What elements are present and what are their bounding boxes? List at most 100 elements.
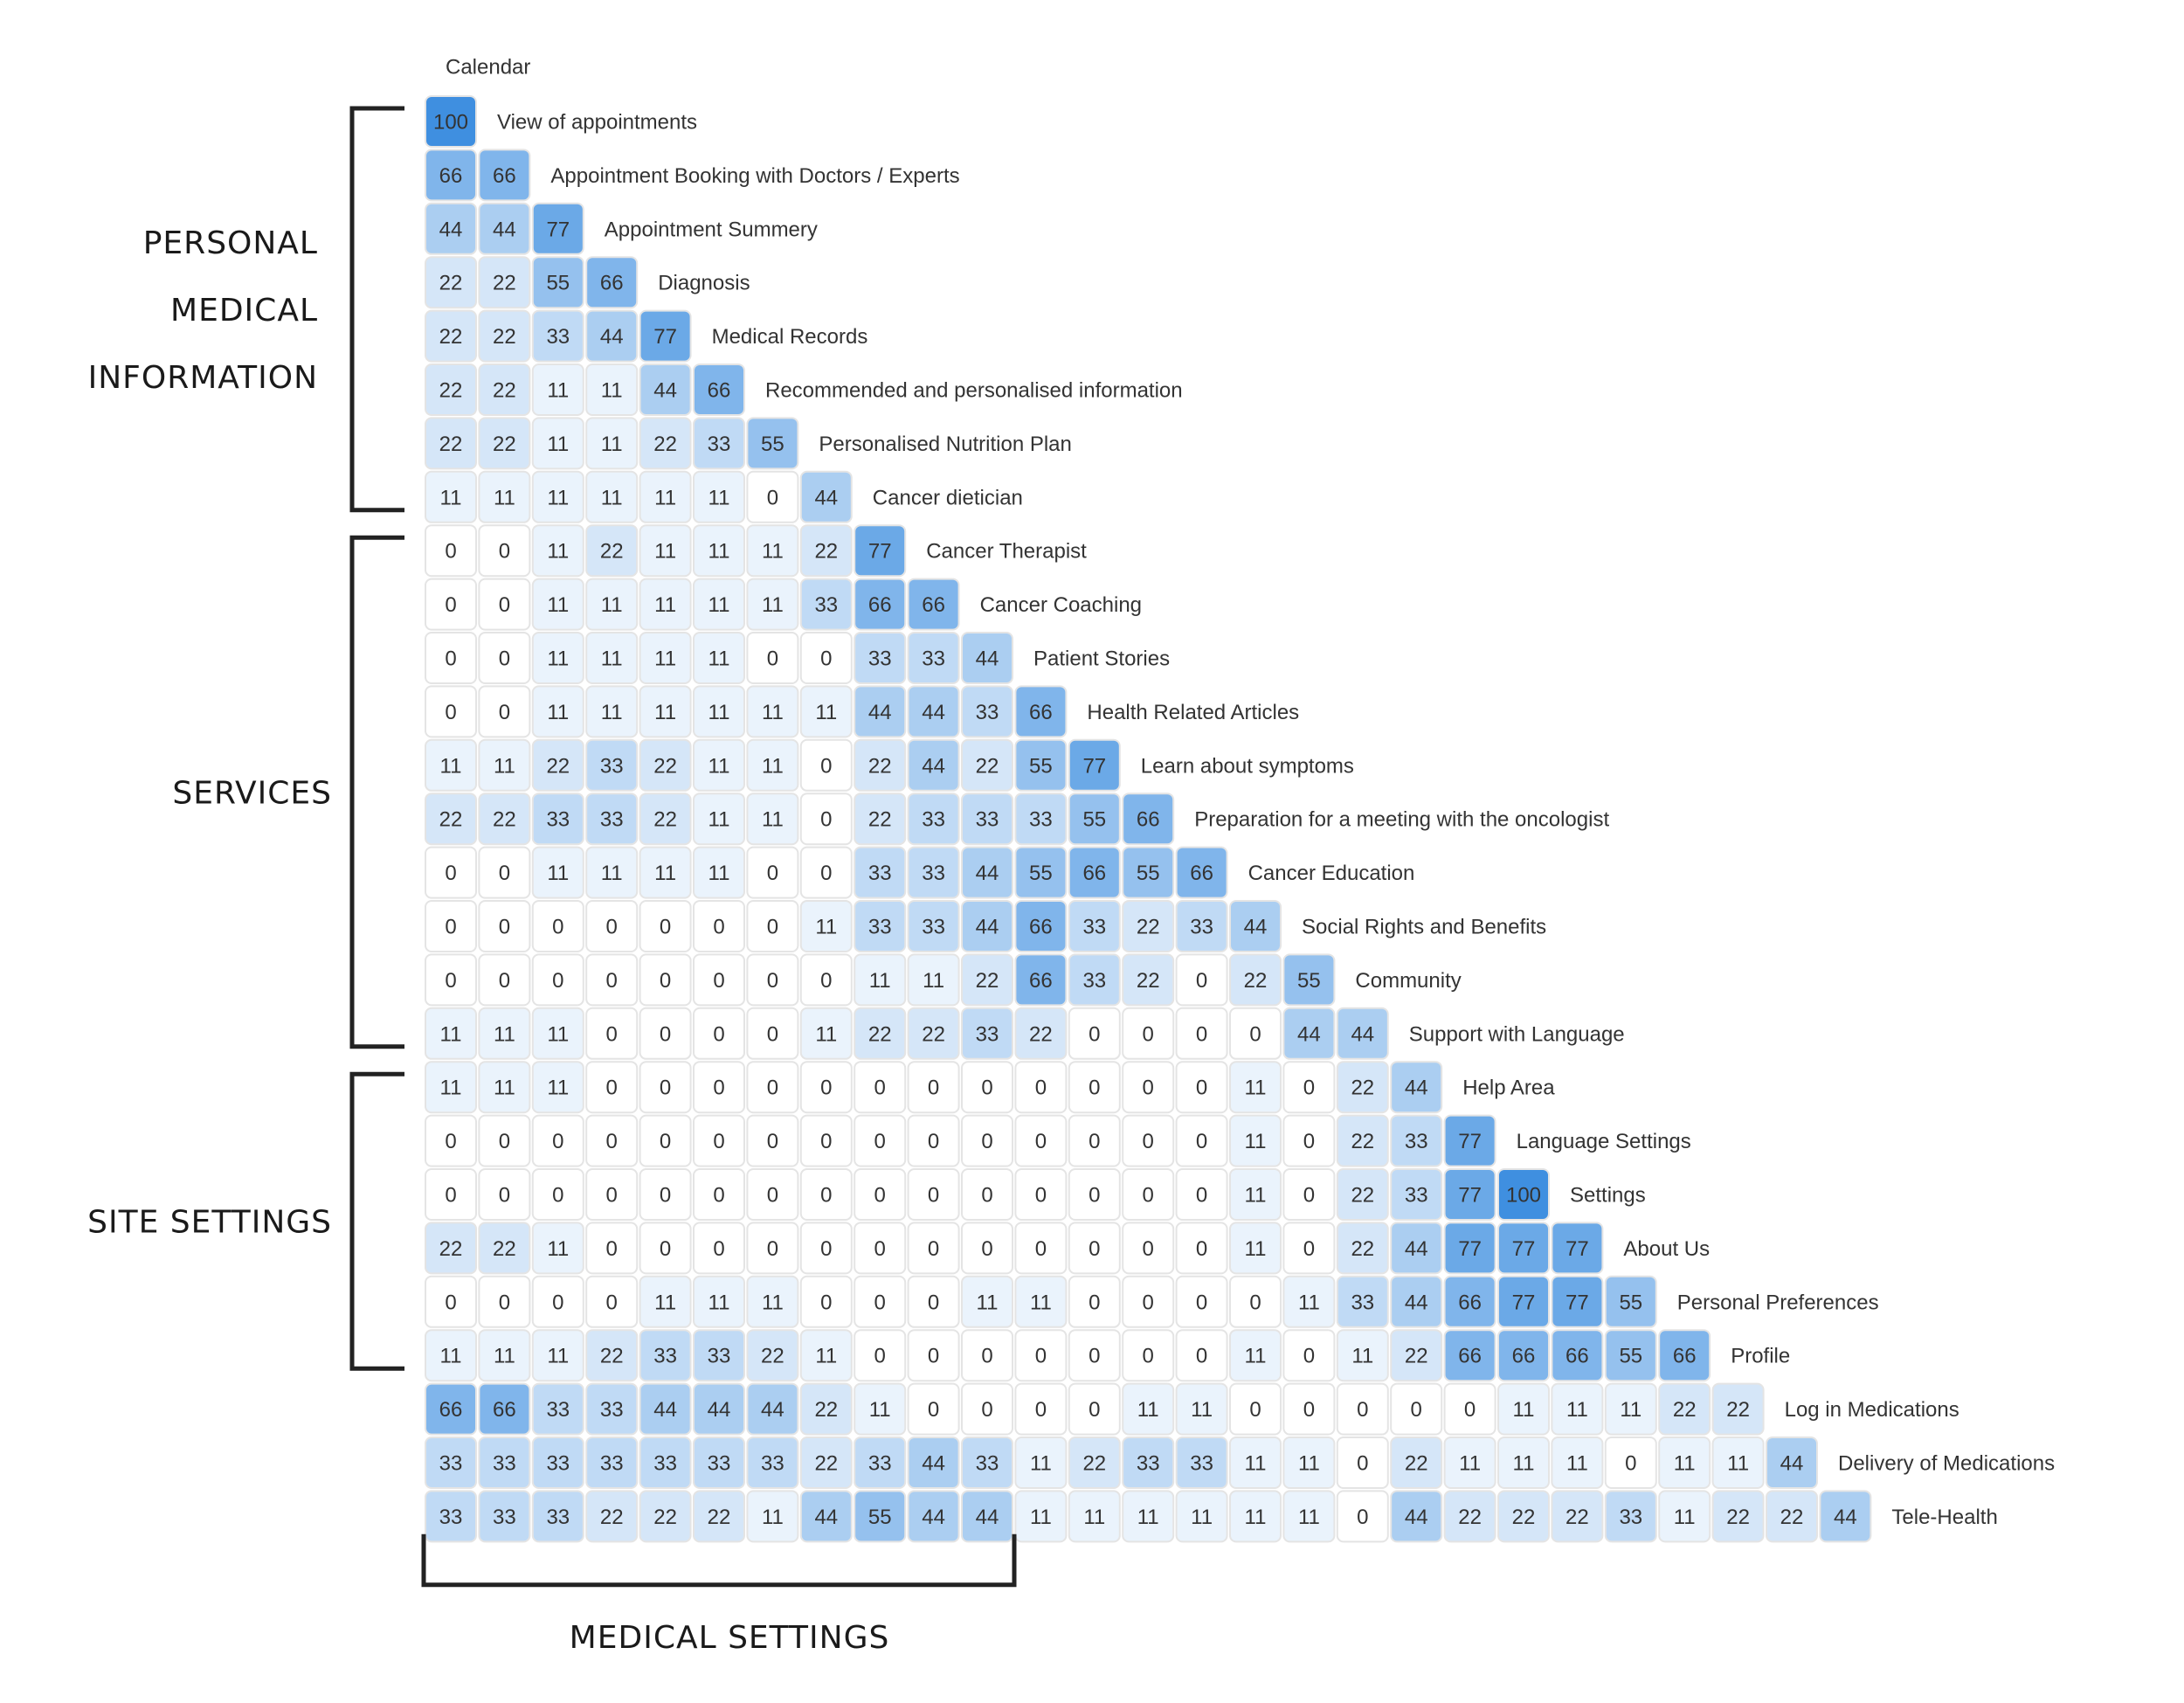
heatmap-cell: 22 [1390,1329,1443,1382]
heatmap-cell: 0 [478,578,531,631]
heatmap-cell-value: 11 [654,862,676,885]
heatmap-cell: 44 [1390,1490,1443,1543]
heatmap-cell-rect [961,1114,1013,1167]
heatmap-cell-value: 44 [1405,1506,1428,1529]
heatmap-cell-rect [746,632,799,684]
heatmap-cell-rect [854,738,907,792]
heatmap-cell: 11 [585,632,639,684]
heatmap-cell: 11 [425,470,477,523]
heatmap-cell-value: 33 [976,1452,999,1476]
heatmap-cell-value: 11 [1191,1398,1213,1422]
heatmap-cell-rect [693,1329,745,1382]
heatmap-cell: 0 [425,1275,477,1328]
heatmap-cell-rect [425,738,477,792]
row-label: Language Settings [1517,1130,1691,1153]
heatmap-cell-value: 0 [820,647,832,671]
heatmap-cell-value: 55 [1297,969,1321,993]
heatmap-cell-value: 77 [868,540,892,564]
heatmap-cell: 0 [478,953,531,1007]
heatmap-cell: 33 [585,1436,639,1489]
heatmap-cell-value: 0 [606,1130,618,1153]
heatmap-cell-value: 11 [869,1398,891,1422]
heatmap-cell-value: 0 [499,969,510,993]
heatmap-cell-value: 44 [1405,1237,1428,1261]
heatmap-cell-rect [585,1436,639,1489]
group-label: MEDICAL [170,293,318,329]
heatmap-cell: 11 [1229,1329,1282,1382]
heatmap-cell: 44 [478,202,531,255]
heatmap-cell-value: 66 [1458,1345,1482,1368]
heatmap-cell-rect [854,1436,907,1489]
heatmap-cell-value: 22 [868,1022,892,1046]
heatmap-cell-rect [1175,1490,1228,1543]
heatmap-cell-value: 0 [820,1184,832,1208]
heatmap-cell-value: 11 [815,1345,837,1368]
heatmap-cell: 11 [693,685,745,738]
heatmap-cell: 22 [693,1490,745,1543]
heatmap-cell-rect [1068,1222,1121,1275]
heatmap-cell-rect [1175,1168,1228,1221]
heatmap-cell-value: 11 [1566,1398,1588,1422]
heatmap-cell-value: 22 [493,808,516,832]
heatmap-cell-rect [478,1329,531,1382]
heatmap-cell-value: 0 [713,1130,724,1153]
heatmap-cell: 33 [854,846,907,899]
heatmap-cell-value: 22 [600,1506,624,1529]
heatmap-cell-rect [693,738,745,792]
heatmap-cell-value: 33 [439,1452,463,1476]
heatmap-cell-value: 22 [493,433,516,456]
heatmap-cell-rect [1282,953,1336,1007]
heatmap-cell-value: 0 [499,862,510,885]
heatmap-cell-value: 0 [767,1184,778,1208]
heatmap-cell-rect [1658,1382,1711,1436]
heatmap-cell-rect [1336,1222,1389,1275]
heatmap-cell-rect [1390,1168,1443,1221]
heatmap-cell-rect [1336,1275,1389,1328]
heatmap-cell: 0 [799,1222,853,1275]
heatmap-cell-value: 33 [922,916,945,939]
heatmap-cell-value: 0 [1357,1506,1368,1529]
heatmap-cell: 11 [478,1061,531,1114]
heatmap-cell: 11 [799,1329,853,1382]
heatmap-cell: 11 [1443,1436,1496,1489]
heatmap-cell-rect [1766,1436,1818,1489]
heatmap-cell-rect [531,1490,584,1543]
heatmap-cell-rect [639,470,692,523]
heatmap-cell-value: 22 [653,808,677,832]
heatmap-cell-rect [1175,900,1228,952]
heatmap-cell-rect [1711,1382,1765,1436]
heatmap-cell: 11 [639,846,692,899]
heatmap-cell-rect [478,202,531,255]
heatmap-cell-value: 11 [1566,1452,1588,1476]
heatmap-cell-value: 11 [762,754,784,778]
heatmap-cell-value: 0 [1249,1398,1261,1422]
heatmap-cell: 22 [585,1329,639,1382]
heatmap-cell: 0 [585,900,639,952]
heatmap-cell: 55 [1014,738,1068,792]
heatmap-cell: 0 [961,1168,1013,1221]
heatmap-cell-rect [639,1275,692,1328]
heatmap-cell-rect [799,1061,853,1114]
row-label: Settings [1570,1184,1646,1208]
heatmap-cell: 11 [425,1007,477,1060]
heatmap-cell: 77 [639,309,692,363]
heatmap-cell-value: 77 [1458,1237,1482,1261]
heatmap-cell-value: 0 [1143,1184,1154,1208]
heatmap-cell: 11 [639,524,692,578]
heatmap-cell: 11 [1711,1436,1765,1489]
heatmap-cell-rect [425,793,477,846]
group-label: PERSONAL [143,225,318,261]
heatmap-cell-value: 0 [445,1291,456,1314]
heatmap-cell-value: 0 [499,701,510,724]
heatmap-cell-rect [585,470,639,523]
heatmap-cell-rect [639,738,692,792]
heatmap-cell: 22 [1658,1382,1711,1436]
heatmap-cell-rect [639,1382,692,1436]
heatmap-cell-value: 11 [1459,1452,1481,1476]
heatmap-cell: 0 [799,1275,853,1328]
heatmap-cell-value: 22 [708,1506,731,1529]
heatmap-cell-value: 11 [654,593,676,617]
heatmap-cell-value: 11 [547,540,569,564]
heatmap-cell: 22 [961,953,1013,1007]
heatmap-cell-rect [478,470,531,523]
